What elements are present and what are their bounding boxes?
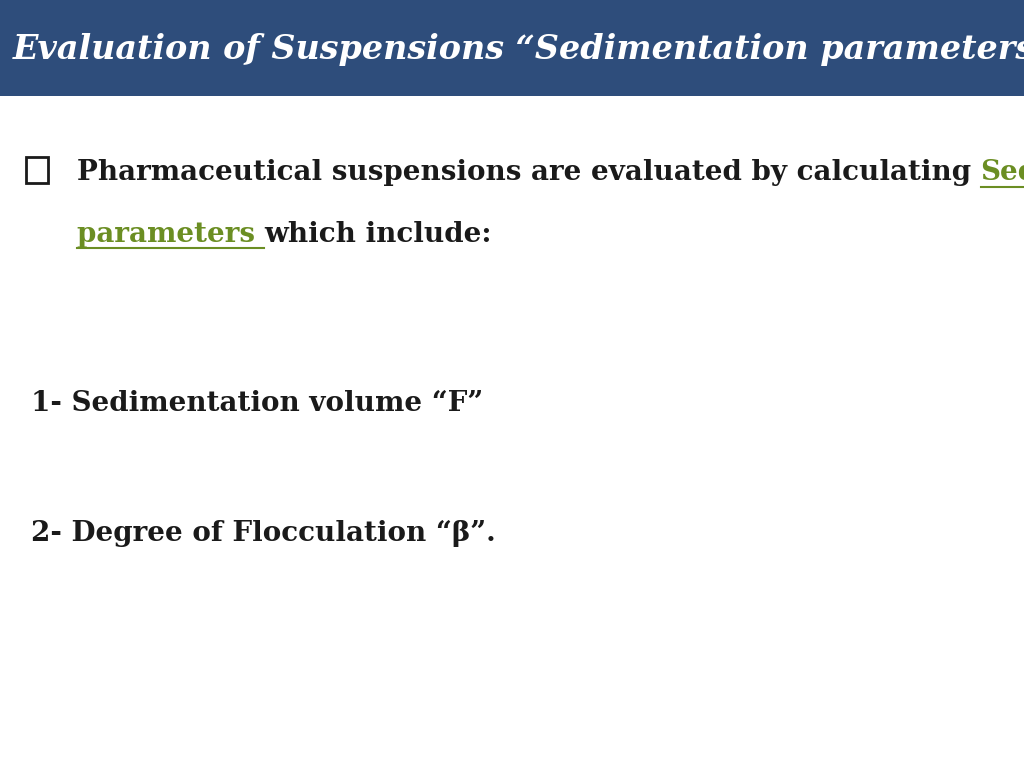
Text: which include:: which include: <box>264 220 492 248</box>
Text: Evaluation of Suspensions “Sedimentation parameters”: Evaluation of Suspensions “Sedimentation… <box>12 34 1024 66</box>
FancyBboxPatch shape <box>0 0 1024 96</box>
Text: 1- Sedimentation volume “F”: 1- Sedimentation volume “F” <box>31 389 483 417</box>
Text: parameters: parameters <box>77 220 264 248</box>
Text: Sedimentation: Sedimentation <box>981 159 1024 187</box>
Text: 2- Degree of Flocculation “β”.: 2- Degree of Flocculation “β”. <box>31 520 496 548</box>
Text: Pharmaceutical suspensions are evaluated by calculating: Pharmaceutical suspensions are evaluated… <box>77 159 981 187</box>
